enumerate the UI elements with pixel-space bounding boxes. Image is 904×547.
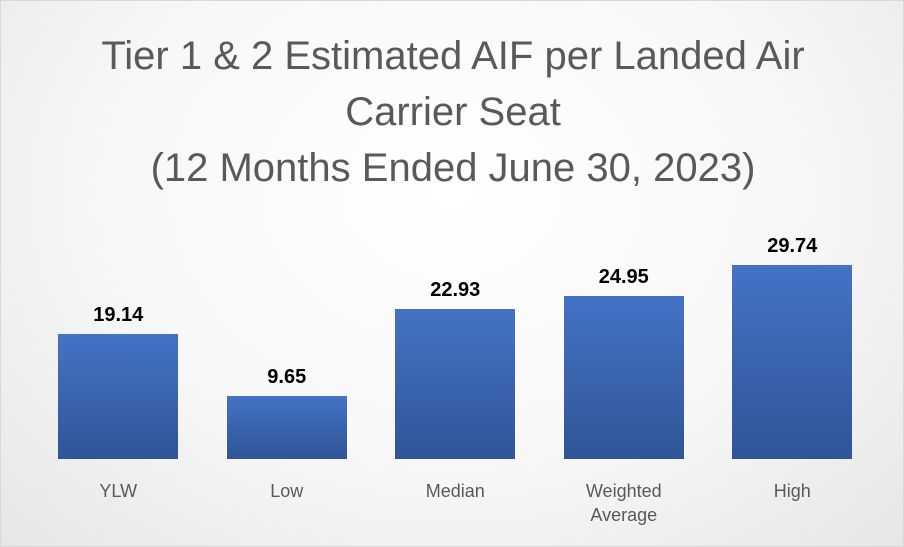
data-label: 22.93: [430, 279, 481, 302]
data-label: 9.65: [267, 366, 307, 389]
data-label: 19.14: [93, 304, 144, 327]
x-tick-label: Low: [270, 481, 304, 501]
bar: [226, 396, 347, 459]
bar: [395, 309, 516, 459]
data-label: 29.74: [767, 235, 818, 258]
data-label: 24.95: [598, 266, 649, 289]
bar: [58, 334, 179, 459]
bar: [732, 265, 853, 459]
bar: [563, 296, 684, 459]
x-tick-label: YLW: [99, 481, 138, 501]
chart-title: Tier 1 & 2 Estimated AIF per Landed Air …: [101, 34, 805, 134]
chart-subtitle: (12 Months Ended June 30, 2023): [150, 146, 756, 190]
x-tick-label: High: [773, 481, 811, 501]
x-tick-label: Weighted Average: [585, 481, 662, 525]
x-tick-label: Median: [425, 481, 485, 501]
